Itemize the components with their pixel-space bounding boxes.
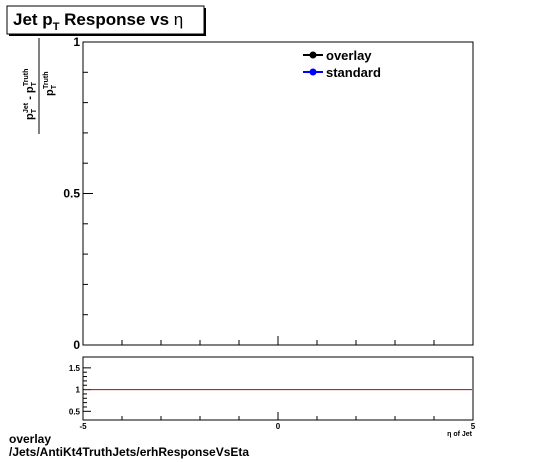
y-label-denominator: pTTruth <box>43 71 58 96</box>
main-y-tick-label: 0 <box>73 338 80 352</box>
title-box: Jet pT Response vs η <box>6 5 206 36</box>
ratio-plot-frame <box>82 356 474 421</box>
ratio-x-tick-label: -5 <box>79 422 87 431</box>
ratio-y-tick-label: 0.5 <box>69 407 81 416</box>
legend-entry-overlay: overlay <box>303 48 372 63</box>
ratio-y-tick-label: 1.5 <box>69 364 81 373</box>
main-y-tick-label: 0.5 <box>63 187 80 201</box>
ratio-x-tick-label: 0 <box>276 422 281 431</box>
footer-line-2: /Jets/AntiKt4TruthJets/erhResponseVsEta <box>9 445 249 459</box>
ratio-x-tick-label: 5 <box>471 422 476 431</box>
main-plot-frame <box>82 41 474 346</box>
legend-label-standard: standard <box>326 65 381 80</box>
main-y-tick-label: 1 <box>73 35 80 49</box>
y-axis-label: pTJet - pTTruth pTTruth <box>23 38 58 134</box>
ratio-x-axis: -5 0 5 <box>79 412 476 431</box>
legend: overlay standard <box>303 48 381 80</box>
ratio-x-axis-label: η of Jet <box>447 431 473 438</box>
main-y-axis: 00.51 <box>63 35 93 352</box>
chart-title: Jet pT Response vs η <box>13 10 183 33</box>
ratio-y-tick-label: 1 <box>76 386 81 395</box>
y-label-numerator: pTJet - pTTruth <box>23 69 38 120</box>
main-x-axis <box>82 336 474 345</box>
footer-line-1: overlay <box>9 432 51 446</box>
legend-label-overlay: overlay <box>326 48 372 63</box>
legend-entry-standard: standard <box>303 65 381 80</box>
